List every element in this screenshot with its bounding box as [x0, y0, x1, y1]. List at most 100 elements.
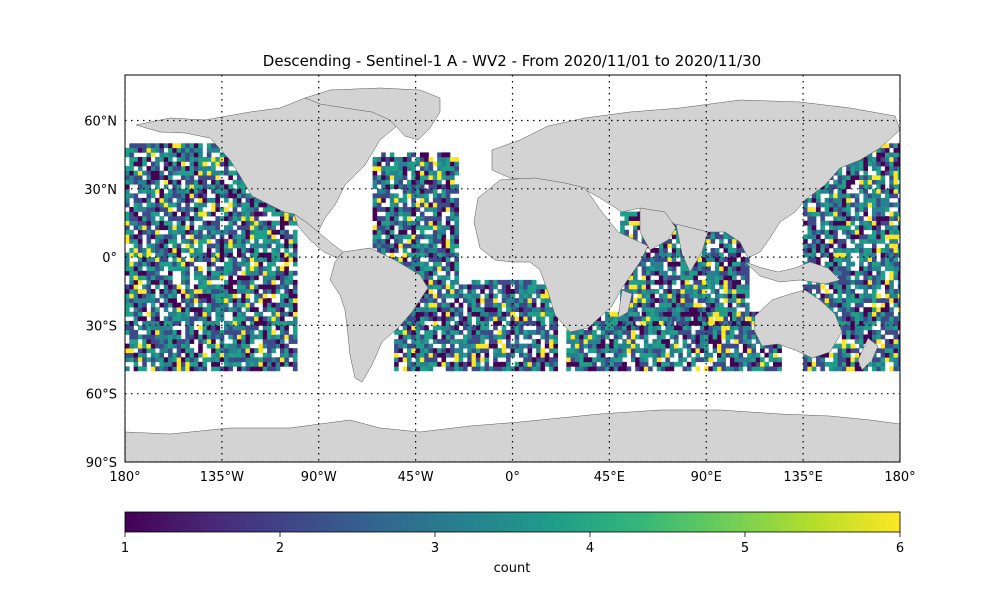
heatmap-cell — [441, 279, 447, 285]
heatmap-cell — [185, 348, 190, 354]
heatmap-cell — [721, 348, 726, 354]
heatmap-cell — [133, 275, 139, 281]
heatmap-cell — [189, 366, 195, 372]
heatmap-cell — [680, 288, 686, 294]
heatmap-cell — [893, 152, 899, 158]
heatmap-cell — [228, 366, 233, 372]
heatmap-cell — [394, 216, 399, 221]
heatmap-cell — [745, 279, 750, 285]
heatmap-cell — [454, 252, 459, 258]
heatmap-cell — [402, 161, 408, 167]
heatmap-cell — [172, 170, 177, 176]
heatmap-cell — [398, 166, 404, 171]
heatmap-cell — [402, 170, 408, 176]
heatmap-cell — [876, 175, 881, 181]
heatmap-cell — [837, 320, 843, 326]
heatmap-cell — [695, 329, 701, 335]
heatmap-cell — [654, 316, 660, 322]
heatmap-cell — [432, 257, 438, 262]
heatmap-cell — [727, 302, 733, 308]
heatmap-cell — [897, 248, 900, 253]
heatmap-cell — [376, 234, 382, 240]
heatmap-cell — [837, 302, 843, 308]
heatmap-cell — [497, 316, 503, 322]
heatmap-cell — [828, 284, 834, 290]
heatmap-cell — [432, 302, 438, 308]
heatmap-cell — [432, 270, 438, 276]
heatmap-cell — [193, 238, 199, 244]
heatmap-cell — [613, 361, 619, 367]
heatmap-cell — [275, 248, 281, 253]
heatmap-cell — [424, 156, 429, 162]
heatmap-cell — [816, 357, 821, 363]
heatmap-cell — [288, 216, 294, 221]
heatmap-cell — [249, 316, 255, 322]
heatmap-cell — [189, 357, 195, 363]
heatmap-cell — [654, 307, 660, 313]
heatmap-cell — [211, 207, 216, 212]
heatmap-cell — [714, 266, 720, 272]
heatmap-cell — [467, 325, 472, 331]
heatmap-cell — [432, 279, 438, 285]
heatmap-cell — [172, 343, 177, 349]
heatmap-cell — [155, 298, 160, 303]
heatmap-cell — [863, 156, 869, 162]
heatmap-cell — [458, 320, 464, 326]
heatmap-cell — [254, 320, 259, 326]
heatmap-cell — [142, 147, 147, 153]
heatmap-cell — [637, 316, 642, 322]
heatmap-cell — [215, 257, 221, 262]
heatmap-cell — [241, 288, 246, 294]
heatmap-cell — [185, 156, 190, 162]
heatmap-cell — [292, 366, 298, 372]
heatmap-cell — [180, 348, 186, 354]
heatmap-cell — [219, 316, 225, 322]
heatmap-cell — [514, 325, 520, 331]
heatmap-cell — [863, 279, 869, 285]
heatmap-cell — [146, 211, 152, 217]
heatmap-cell — [458, 343, 464, 349]
heatmap-cell — [897, 156, 900, 162]
heatmap-cell — [613, 311, 619, 317]
heatmap-cell — [501, 334, 507, 340]
heatmap-cell — [232, 202, 238, 208]
heatmap-cell — [714, 293, 720, 299]
heatmap-cell — [228, 248, 233, 253]
heatmap-cell — [880, 229, 886, 235]
heatmap-cell — [180, 234, 186, 240]
heatmap-cell — [176, 225, 182, 231]
heatmap-cell — [706, 298, 711, 303]
heatmap-cell — [176, 329, 182, 335]
heatmap-cell — [506, 352, 511, 358]
heatmap-cell — [725, 329, 731, 335]
heatmap-cell — [837, 270, 843, 276]
heatmap-cell — [445, 334, 451, 340]
heatmap-cell — [211, 147, 216, 153]
heatmap-cell — [193, 307, 199, 313]
heatmap-cell — [206, 184, 212, 190]
heatmap-cell — [897, 216, 900, 221]
heatmap-cell — [751, 316, 757, 322]
heatmap-cell — [236, 252, 242, 258]
heatmap-cell — [402, 193, 408, 199]
heatmap-cell — [833, 238, 838, 244]
heatmap-cell — [889, 170, 894, 176]
heatmap-cell — [740, 311, 746, 317]
heatmap-cell — [727, 234, 733, 240]
heatmap-cell — [889, 234, 894, 240]
heatmap-cell — [867, 311, 873, 317]
heatmap-cell — [514, 329, 520, 335]
heatmap-cell — [445, 293, 451, 299]
heatmap-cell — [678, 329, 683, 335]
land-southeast-asia-islands — [744, 261, 841, 285]
heatmap-cell — [415, 170, 421, 176]
heatmap-cell — [129, 179, 134, 185]
heatmap-cell — [488, 298, 494, 303]
heatmap-cell — [497, 361, 503, 367]
heatmap-cell — [215, 270, 221, 276]
heatmap-cell — [176, 207, 182, 212]
heatmap-cell — [168, 248, 173, 253]
heatmap-cell — [372, 166, 378, 171]
heatmap-cell — [867, 361, 873, 367]
heatmap-cell — [471, 339, 477, 344]
